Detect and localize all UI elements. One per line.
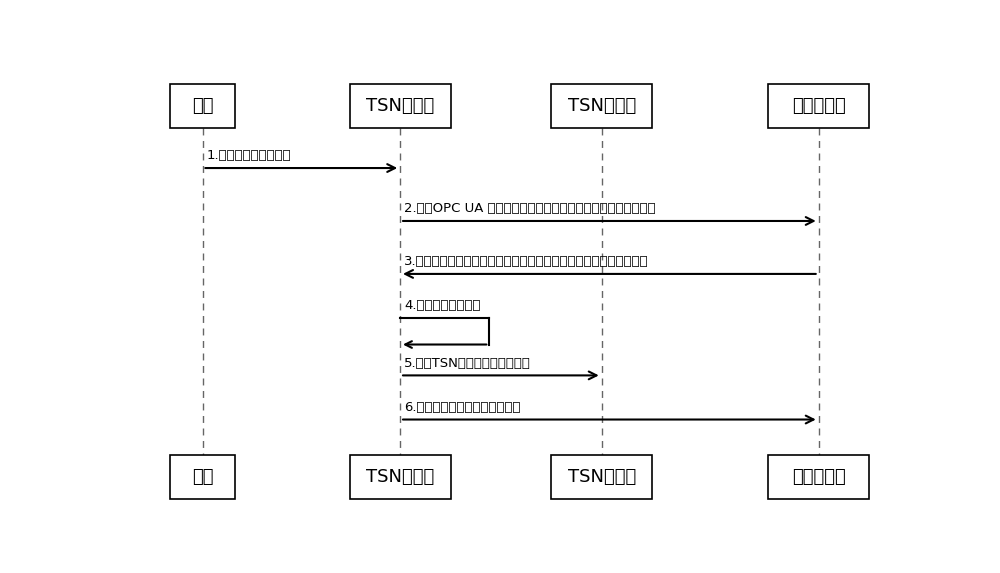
Bar	[768, 84, 869, 128]
Text: 3.感知工业端设备的业务流量数据变化事件，获取业务流量参数数据: 3.感知工业端设备的业务流量数据变化事件，获取业务流量参数数据	[404, 255, 649, 268]
Text: 5.下发TSN交换机网络配置参数: 5.下发TSN交换机网络配置参数	[404, 356, 531, 370]
Bar	[170, 84, 235, 128]
Bar	[350, 455, 450, 499]
Bar	[350, 84, 450, 128]
Text: 用户: 用户	[192, 468, 213, 486]
Bar	[551, 455, 652, 499]
Text: 用户: 用户	[192, 97, 213, 115]
Text: 6.下发工业端设备网络配置参数: 6.下发工业端设备网络配置参数	[404, 401, 520, 414]
Text: TSN控制器: TSN控制器	[366, 97, 434, 115]
Text: TSN交换机: TSN交换机	[568, 97, 636, 115]
Bar	[170, 455, 235, 499]
Text: TSN控制器: TSN控制器	[366, 468, 434, 486]
Text: TSN交换机: TSN交换机	[568, 468, 636, 486]
Bar	[768, 455, 869, 499]
Text: 工业端设备: 工业端设备	[792, 468, 846, 486]
Text: 1.配置工业端设备拓扑: 1.配置工业端设备拓扑	[206, 150, 291, 162]
Bar	[551, 84, 652, 128]
Text: 工业端设备: 工业端设备	[792, 97, 846, 115]
Text: 4.计算、规划、调度: 4.计算、规划、调度	[404, 299, 480, 312]
Text: 2.创建OPC UA 客户端线程，建立连接并订阅业务流量参数数据: 2.创建OPC UA 客户端线程，建立连接并订阅业务流量参数数据	[404, 202, 656, 215]
